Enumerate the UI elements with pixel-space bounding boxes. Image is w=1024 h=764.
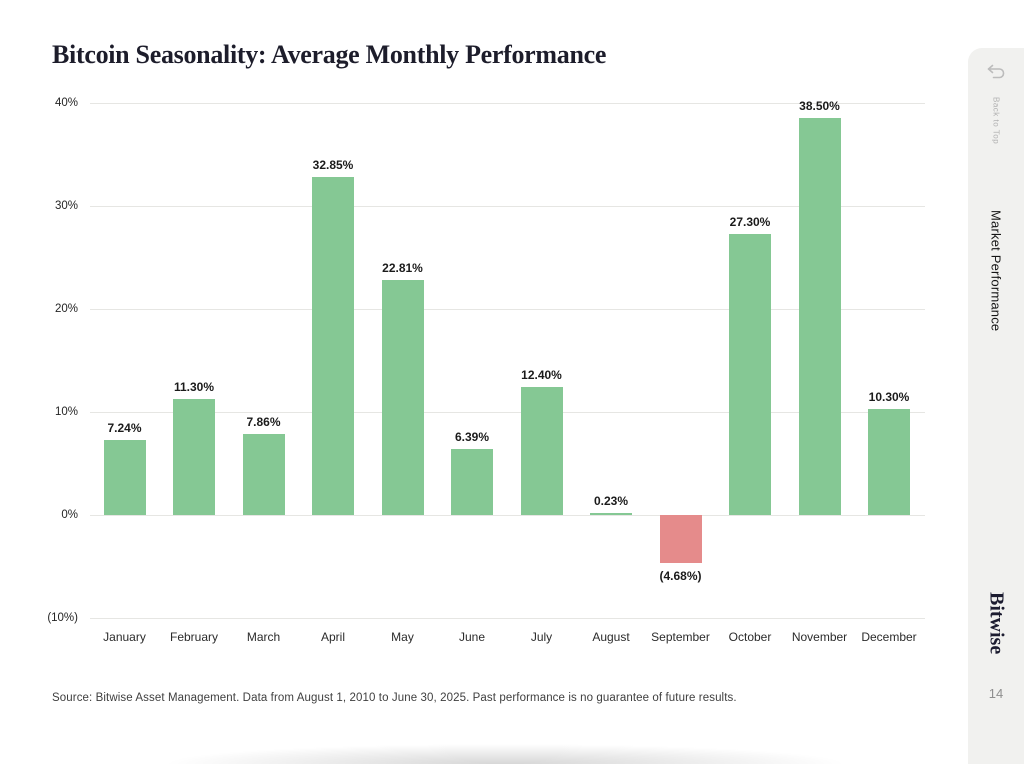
- x-tick-label-november: November: [791, 630, 848, 644]
- page-number: 14: [988, 686, 1004, 701]
- x-tick-label-october: October: [728, 630, 772, 644]
- gridline: [90, 618, 925, 619]
- bar-value-label: 12.40%: [521, 368, 562, 383]
- bar-december: [868, 408, 910, 515]
- bar-value-label: 6.39%: [454, 430, 490, 445]
- gridline: [90, 206, 925, 207]
- return-arrow-icon: [985, 62, 1007, 87]
- bar-chart-plot-area: 40% 30% 20% 10% 0% (10%) 7.24% January 11.30% Feb…: [47, 97, 925, 644]
- bar-value-label: 38.50%: [799, 99, 840, 114]
- x-tick-label-july: July: [530, 630, 553, 644]
- bar-september: [659, 515, 702, 564]
- y-tick-label: 40%: [54, 97, 78, 109]
- x-tick-label-june: June: [458, 630, 486, 644]
- x-tick-label-february: February: [169, 630, 219, 644]
- bar-value-label: 10.30%: [868, 389, 910, 404]
- sidebar: Back to Top Market Performance Bitwise 1…: [968, 48, 1024, 764]
- y-tick-label: 0%: [61, 509, 78, 521]
- bar-value-label: 22.81%: [382, 261, 423, 276]
- bar-november: [798, 118, 841, 515]
- chart-title: Bitcoin Seasonality: Average Monthly Per…: [52, 40, 607, 69]
- x-tick-label-august: August: [592, 630, 630, 644]
- gridline: [90, 515, 925, 516]
- bar-april: [312, 176, 354, 515]
- x-tick-label-may: May: [391, 630, 414, 644]
- page-bottom-shadow: [100, 742, 910, 764]
- sidebar-section-market-performance[interactable]: Market Performance: [988, 210, 1004, 332]
- bar-october: [729, 233, 771, 515]
- y-tick-label: 20%: [54, 303, 78, 315]
- bar-july: [520, 387, 563, 515]
- x-tick-label-march: March: [246, 630, 281, 644]
- y-tick-label: (10%): [47, 612, 78, 624]
- y-tick-label: 30%: [54, 200, 78, 212]
- gridline: [90, 309, 925, 310]
- bar-value-label: 27.30%: [729, 214, 771, 229]
- bitwise-logo: Bitwise: [985, 592, 1008, 655]
- back-to-top-button[interactable]: Back to Top: [968, 62, 1024, 144]
- bar-august: [590, 512, 632, 515]
- bar-may: [381, 280, 424, 515]
- source-note: Source: Bitwise Asset Management. Data f…: [52, 692, 737, 704]
- gridline: [90, 412, 925, 413]
- x-tick-label-september: September: [651, 630, 710, 644]
- bar-value-label: 7.86%: [246, 415, 281, 430]
- bar-february: [173, 398, 215, 515]
- bar-value-label: 0.23%: [593, 493, 629, 508]
- bar-value-label: (4.68%): [659, 569, 702, 584]
- bar-march: [242, 434, 285, 515]
- gridline: [90, 103, 925, 104]
- x-tick-label-january: January: [103, 630, 146, 644]
- bar-value-label: 7.24%: [107, 421, 142, 436]
- bar-june: [451, 449, 493, 515]
- x-tick-label-april: April: [320, 630, 345, 644]
- x-tick-label-december: December: [861, 630, 917, 644]
- bar-value-label: 32.85%: [312, 157, 354, 172]
- y-tick-label: 10%: [54, 406, 78, 418]
- back-to-top-label: Back to Top: [991, 97, 1001, 145]
- bar-january: [103, 440, 146, 515]
- bar-value-label: 11.30%: [173, 379, 215, 394]
